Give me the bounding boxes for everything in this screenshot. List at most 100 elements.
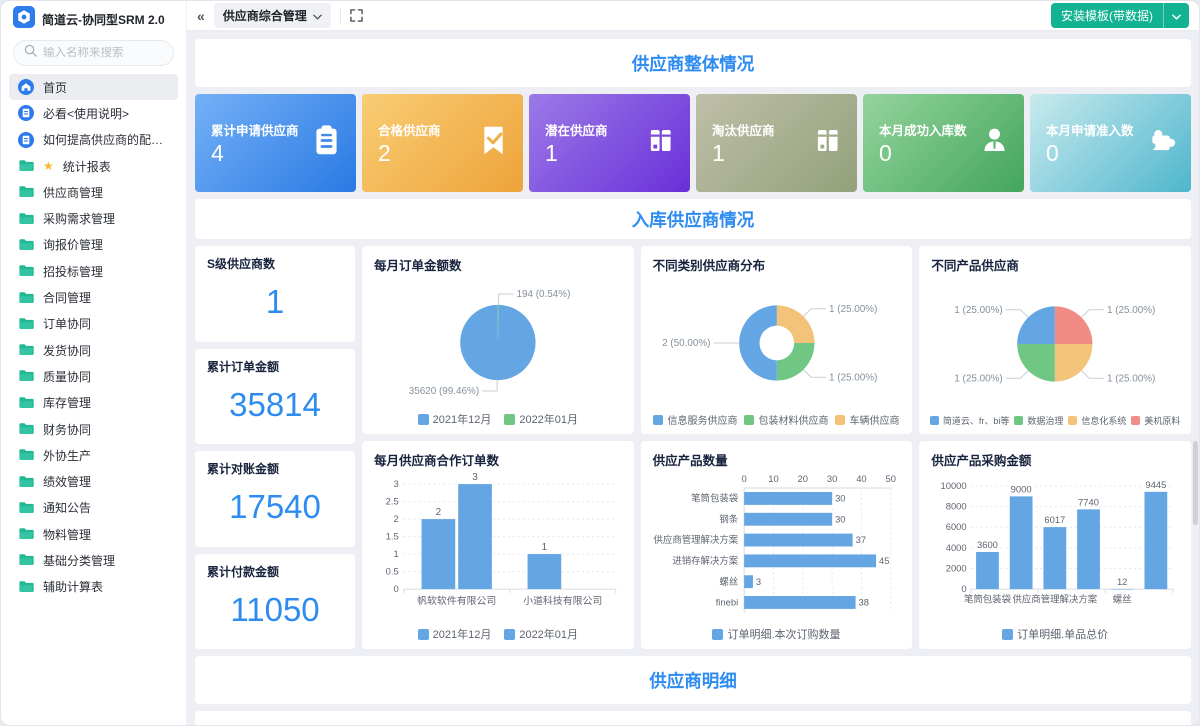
- sidebar-item-notice-announcement[interactable]: 通知公告: [9, 495, 178, 521]
- sidebar-item-inventory-mgmt[interactable]: 库存管理: [9, 390, 178, 416]
- legend-item[interactable]: 订单明细.本次订购数量: [712, 626, 841, 642]
- stat-card-total-applied-suppliers: 累计申请供应商 4: [195, 94, 356, 192]
- chart-title: 每月订单金额数: [374, 259, 462, 273]
- chart-title: 不同产品供应商: [931, 259, 1019, 273]
- svg-text:6017: 6017: [1045, 514, 1066, 525]
- sidebar-item-label: 财务协同: [43, 422, 92, 437]
- chart-legend: 信息服务供应商 包装材料供应商 车辆供应商: [653, 410, 901, 431]
- svg-text:进销存解决方案: 进销存解决方案: [672, 555, 738, 566]
- legend-item[interactable]: 2021年12月: [417, 626, 491, 642]
- folder-icon: [18, 526, 34, 542]
- dashboard-content: 供应商整体情况 累计申请供应商 4 合格供应商 2 潜在供应商 1 淘汰供应商 1 本月成功入库…: [187, 31, 1199, 725]
- app-menu-dropdown[interactable]: 供应商综合管理: [213, 3, 331, 28]
- sidebar-item-label: 统计报表: [62, 159, 111, 174]
- svg-text:螺丝: 螺丝: [1113, 593, 1132, 604]
- sidebar-item-inquiry-quote-mgmt[interactable]: 询报价管理: [9, 232, 178, 258]
- svg-text:1 (25.00%): 1 (25.00%): [955, 305, 1003, 316]
- svg-text:小道科技有限公司: 小道科技有限公司: [523, 594, 602, 607]
- svg-text:30: 30: [835, 493, 845, 504]
- legend-label: 美机原料: [1144, 416, 1181, 426]
- legend-item[interactable]: 2022年01月: [504, 626, 578, 642]
- legend-item[interactable]: 2022年01月: [504, 411, 578, 427]
- install-template-caret[interactable]: [1163, 3, 1189, 28]
- monthly-supplier-coop-orders-plot: 0 0.5 1 1.5 2 2.5 3 帆软软件有限公司 小道科技有限公司 2 1 3: [374, 469, 622, 624]
- chart-title: 供应产品数量: [652, 454, 728, 468]
- fullscreen-icon[interactable]: [350, 9, 363, 22]
- sidebar-item-contract-mgmt[interactable]: 合同管理: [9, 284, 178, 310]
- legend-item[interactable]: 包装材料供应商: [744, 412, 828, 427]
- install-template-split-button: 安装模板(带数据): [1051, 3, 1189, 28]
- doc-icon: [18, 105, 34, 122]
- legend-item[interactable]: 2021年12月: [417, 411, 492, 427]
- sidebar-item-shipping-collab[interactable]: 发货协同: [9, 337, 178, 363]
- sidebar-item-outsourcing-production[interactable]: 外协生产: [9, 442, 178, 468]
- sidebar-search[interactable]: [13, 40, 174, 66]
- kpi-value: 35814: [229, 385, 321, 423]
- kpi-value: 1: [265, 283, 285, 321]
- legend-label: 信息化系统: [1081, 416, 1127, 426]
- legend-item[interactable]: 信息服务供应商: [653, 412, 737, 427]
- sidebar-item-bidding-mgmt[interactable]: 招投标管理: [9, 258, 178, 284]
- svg-text:10: 10: [768, 473, 778, 484]
- sidebar-item-must-read-guide[interactable]: 必看<使用说明>: [9, 100, 178, 126]
- legend-swatch: [504, 628, 516, 640]
- sidebar-item-finance-collab[interactable]: 财务协同: [9, 416, 178, 442]
- sidebar-item-label: 合同管理: [43, 291, 92, 306]
- folder-icon: [18, 368, 34, 384]
- svg-text:1 (25.00%): 1 (25.00%): [1107, 305, 1155, 316]
- legend-label: 数据治理: [1027, 416, 1064, 426]
- scrollbar-thumb[interactable]: [1193, 441, 1198, 525]
- sidebar-item-auxiliary-calc-table[interactable]: 辅助计算表: [9, 574, 178, 600]
- legend-swatch: [504, 413, 516, 425]
- sidebar-item-supplier-cooperation-tips[interactable]: 如何提高供应商的配合积极性?: [9, 127, 178, 153]
- svg-text:1 (25.00%): 1 (25.00%): [829, 304, 877, 315]
- section-title-overall: 供应商整体情况: [195, 39, 1191, 87]
- legend-item[interactable]: 数据治理: [1014, 414, 1063, 427]
- legend-label: 订单明细.本次订购数量: [727, 629, 841, 641]
- folder-icon: [18, 237, 34, 253]
- cabinet-icon: [811, 124, 844, 162]
- legend-item[interactable]: 车辆供应商: [835, 412, 899, 427]
- supplier-category-distribution-plot: 1 (25.00%) 1 (25.00%) 2 (50.00%): [653, 274, 901, 410]
- legend-label: 简道云、fr、bi等: [942, 416, 1010, 426]
- install-template-button[interactable]: 安装模板(带数据): [1051, 3, 1163, 28]
- stat-card-month-admission-apply: 本月申请准入数 0: [1030, 94, 1191, 192]
- svg-text:0: 0: [962, 583, 967, 594]
- legend-label: 车辆供应商: [849, 416, 900, 427]
- monthly-order-amount-plot: 194 (0.54%) 35620 (99.46%): [374, 274, 622, 409]
- supply-product-purchase-amount-plot: 0 2000 4000 6000 8000 10000 3600 9000 6017 7740 12…: [931, 469, 1179, 624]
- legend-label: 2021年12月: [432, 414, 492, 426]
- sidebar-item-purchase-demand-mgmt[interactable]: 采购需求管理: [9, 205, 178, 231]
- legend-item[interactable]: 信息化系统: [1068, 414, 1126, 427]
- svg-text:1 (25.00%): 1 (25.00%): [829, 372, 877, 383]
- legend-label: 订单明细.单品总价: [1017, 629, 1109, 641]
- collapse-sidebar-icon[interactable]: «: [197, 7, 205, 24]
- sidebar-item-performance-mgmt[interactable]: 绩效管理: [9, 468, 178, 494]
- svg-text:3: 3: [756, 576, 761, 587]
- dashboard-grid: S级供应商数 1 累计订单金额 35814 累计对账金额 17540 累计付款金额 11050…: [195, 246, 1191, 649]
- sidebar-item-stats-report[interactable]: ★ 统计报表: [9, 153, 178, 179]
- svg-text:6000: 6000: [946, 521, 967, 532]
- legend-item[interactable]: 简道云、fr、bi等: [929, 414, 1010, 427]
- folder-icon: [18, 395, 34, 411]
- sidebar-item-material-mgmt[interactable]: 物料管理: [9, 521, 178, 547]
- sidebar-item-label: 库存管理: [43, 396, 92, 411]
- legend-swatch: [1002, 628, 1014, 640]
- legend-item[interactable]: 订单明细.单品总价: [1002, 626, 1108, 642]
- svg-text:38: 38: [858, 597, 868, 608]
- legend-label: 2022年01月: [519, 629, 579, 641]
- chart-title: 供应产品采购金额: [931, 454, 1032, 468]
- folder-icon: [18, 447, 34, 463]
- sidebar-item-label: 采购需求管理: [43, 212, 116, 227]
- sidebar-item-label: 绩效管理: [43, 475, 92, 490]
- legend-item[interactable]: 美机原料: [1131, 414, 1180, 427]
- search-input[interactable]: [43, 47, 163, 59]
- sidebar-item-base-category-mgmt[interactable]: 基础分类管理: [9, 547, 178, 573]
- sidebar-item-quality-collab[interactable]: 质量协同: [9, 363, 178, 389]
- sidebar-item-supplier-mgmt[interactable]: 供应商管理: [9, 179, 178, 205]
- stat-card-label: 累计申请供应商: [211, 123, 299, 138]
- sidebar-item-home[interactable]: 首页: [9, 74, 178, 101]
- sidebar-item-order-collab[interactable]: 订单协同: [9, 311, 178, 337]
